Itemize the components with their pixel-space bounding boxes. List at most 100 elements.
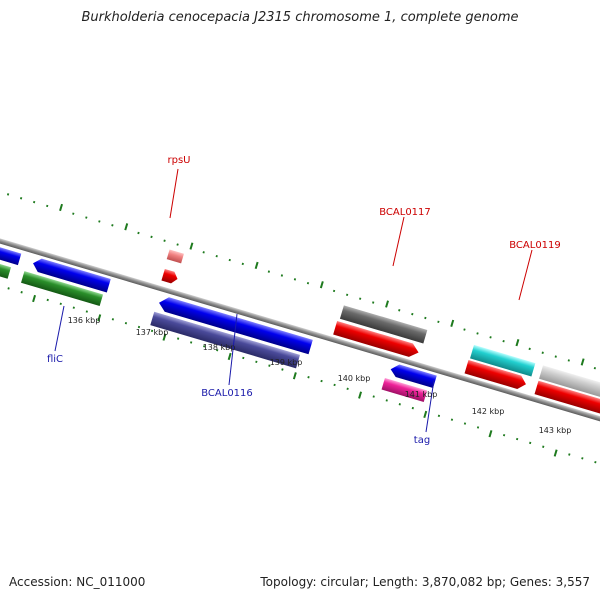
inner-ring-minor-tick bbox=[255, 360, 258, 363]
genome-map-frame bbox=[0, 193, 600, 464]
inner-ring-minor-tick bbox=[320, 379, 323, 383]
outer-ring-minor-tick bbox=[98, 220, 101, 223]
outer-ring-minor-tick bbox=[345, 293, 349, 297]
outer-ring-minor-tick bbox=[19, 197, 23, 200]
leader-BCAL0117 bbox=[392, 216, 405, 267]
inner-ring-major-tick bbox=[553, 449, 558, 457]
outer-ring-major-tick bbox=[189, 242, 194, 250]
scale-label-143: 143 kbp bbox=[539, 426, 572, 435]
inner-ring-minor-tick bbox=[7, 287, 10, 290]
leader-rpsU bbox=[169, 168, 179, 219]
inner-ring-major-tick bbox=[488, 430, 493, 438]
outer-ring-minor-tick bbox=[280, 274, 284, 277]
gene-red-right[interactable] bbox=[534, 380, 600, 418]
outer-ring-minor-tick bbox=[437, 320, 440, 324]
gene-tag-blue[interactable] bbox=[389, 363, 437, 389]
scale-label-138: 138 kbp bbox=[203, 343, 236, 352]
outer-ring-minor-tick bbox=[137, 231, 140, 235]
genome-summary-text: Topology: circular; Length: 3,870,082 bp… bbox=[260, 575, 590, 589]
outer-ring-minor-tick bbox=[33, 200, 36, 204]
outer-ring-minor-tick bbox=[398, 309, 401, 312]
gene-labels: rpsU BCAL0117 BCAL0119 fliC BCAL0116 tag bbox=[47, 155, 561, 446]
gene-rpsU-pink[interactable] bbox=[166, 249, 184, 264]
inner-ring-minor-tick bbox=[20, 291, 23, 294]
outer-ring-minor-tick bbox=[6, 193, 10, 196]
inner-tick-ring bbox=[7, 287, 597, 464]
label-tag[interactable]: tag bbox=[414, 435, 430, 446]
gene-left-blue[interactable] bbox=[0, 241, 22, 266]
label-BCAL0117[interactable]: BCAL0117 bbox=[379, 207, 431, 218]
outer-ring-minor-tick bbox=[463, 328, 466, 331]
inner-ring-minor-tick bbox=[437, 414, 441, 418]
outer-ring-minor-tick bbox=[202, 251, 205, 254]
gene-label-leaders bbox=[54, 168, 533, 433]
inner-ring-minor-tick bbox=[150, 329, 154, 333]
inner-ring-minor-tick bbox=[594, 460, 597, 464]
gene-BCAL0117-gray[interactable] bbox=[339, 305, 428, 344]
outer-ring-minor-tick bbox=[554, 355, 557, 358]
outer-ring-minor-tick bbox=[228, 258, 231, 262]
outer-ring-minor-tick bbox=[306, 281, 310, 285]
outer-ring-major-tick bbox=[59, 203, 63, 212]
label-fliC[interactable]: fliC bbox=[47, 354, 63, 365]
inner-ring-minor-tick bbox=[124, 321, 128, 325]
gene-BCAL0119-cyan[interactable] bbox=[470, 344, 536, 377]
outer-ring-major-tick bbox=[124, 223, 129, 231]
gene-BCAL0116[interactable] bbox=[150, 311, 301, 369]
outer-ring-minor-tick bbox=[150, 235, 153, 239]
scale-labels: 136 kbp 137 kbp 138 kbp 139 kbp 140 kbp … bbox=[68, 316, 572, 435]
inner-ring-minor-tick bbox=[516, 437, 519, 441]
inner-ring-major-tick bbox=[227, 352, 232, 361]
leader-BCAL0116 bbox=[228, 313, 238, 386]
inner-ring-major-tick bbox=[162, 333, 167, 341]
map-title: Burkholderia cenocepacia J2315 chromosom… bbox=[81, 10, 519, 25]
label-BCAL0116[interactable]: BCAL0116 bbox=[201, 388, 253, 399]
gene-fliC-blue[interactable] bbox=[31, 257, 111, 293]
inner-ring-major-tick bbox=[292, 372, 297, 380]
scale-label-136: 136 kbp bbox=[68, 316, 101, 325]
outer-ring-minor-tick bbox=[372, 301, 375, 304]
inner-ring-minor-tick bbox=[203, 345, 206, 348]
outer-ring-major-tick bbox=[385, 300, 389, 308]
outer-ring-minor-tick bbox=[567, 359, 570, 362]
inner-ring-minor-tick bbox=[385, 399, 388, 402]
inner-ring-minor-tick bbox=[190, 341, 193, 344]
outer-ring-minor-tick bbox=[528, 347, 531, 351]
inner-ring-minor-tick bbox=[502, 433, 506, 437]
scale-label-141: 141 kbp bbox=[405, 390, 438, 399]
inner-ring-minor-tick bbox=[72, 306, 75, 309]
gene-BCAL0117[interactable] bbox=[333, 321, 420, 359]
outer-ring-minor-tick bbox=[241, 262, 244, 266]
inner-ring-minor-tick bbox=[216, 348, 219, 352]
label-BCAL0119[interactable]: BCAL0119 bbox=[509, 240, 561, 251]
inner-ring-minor-tick bbox=[333, 383, 336, 387]
gene-BCAL0119[interactable] bbox=[464, 359, 528, 391]
gene-rpsU[interactable] bbox=[161, 268, 179, 285]
outer-ring-minor-tick bbox=[332, 289, 336, 293]
outer-ring-minor-tick bbox=[541, 351, 544, 354]
outer-ring-minor-tick bbox=[85, 216, 88, 219]
gene-lightgray-right[interactable] bbox=[539, 365, 600, 403]
inner-ring-minor-tick bbox=[568, 453, 571, 456]
inner-ring-major-tick bbox=[32, 294, 37, 303]
outer-ring-minor-tick bbox=[502, 339, 505, 343]
outer-ring-minor-tick bbox=[72, 212, 75, 215]
inner-ring-minor-tick bbox=[307, 376, 310, 379]
gene-fliC[interactable] bbox=[21, 271, 104, 306]
inner-ring-minor-tick bbox=[476, 426, 480, 429]
outer-ring-minor-tick bbox=[46, 204, 49, 208]
inner-ring-minor-tick bbox=[346, 387, 349, 391]
label-rpsU[interactable]: rpsU bbox=[168, 155, 191, 166]
scale-label-137: 137 kbp bbox=[136, 328, 169, 337]
accession-text: Accession: NC_011000 bbox=[9, 575, 146, 589]
inner-ring-major-tick bbox=[423, 410, 428, 419]
outer-tick-ring bbox=[6, 193, 597, 370]
gene-tag[interactable] bbox=[381, 377, 428, 402]
inner-ring-minor-tick bbox=[529, 441, 532, 445]
inner-ring-minor-tick bbox=[242, 356, 245, 360]
scale-label-139: 139 kbp bbox=[270, 358, 303, 367]
scale-label-140: 140 kbp bbox=[338, 374, 371, 383]
outer-ring-minor-tick bbox=[489, 336, 492, 339]
gene-left-green[interactable] bbox=[0, 256, 12, 279]
